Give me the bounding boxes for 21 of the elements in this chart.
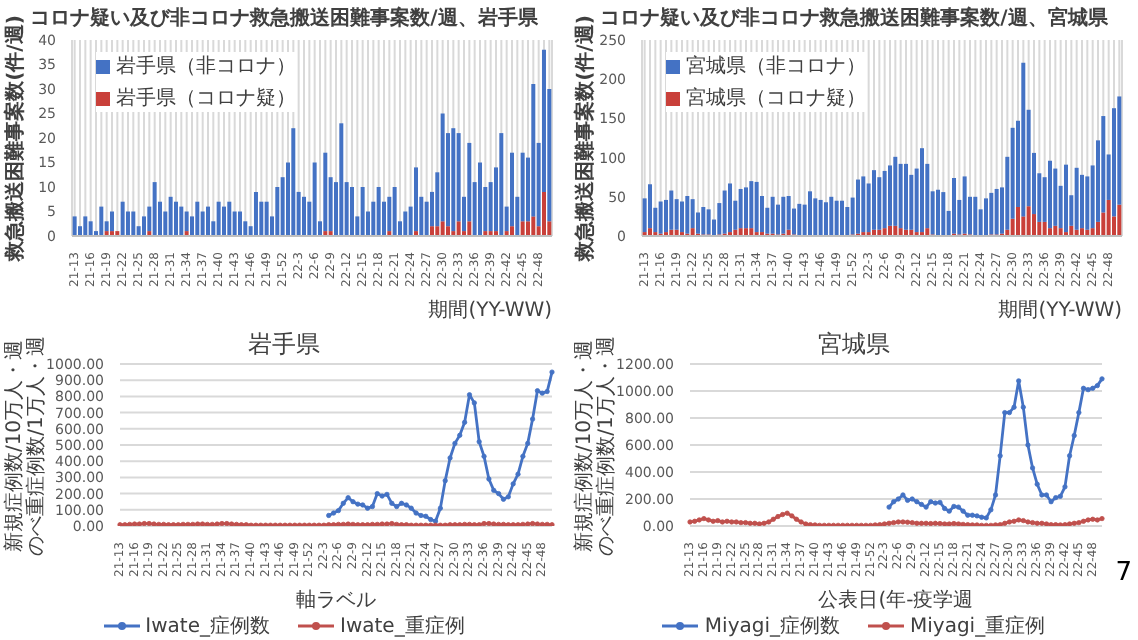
legend-label: Iwate_重症例 xyxy=(340,613,465,640)
y-axis-title: 救急搬送困難事案数(件/週) xyxy=(5,15,27,261)
legend-label: Miyagi_症例数 xyxy=(704,613,840,640)
legend-label: Miyagi_重症例 xyxy=(910,613,1046,640)
x-axis-title: 軸ラベル xyxy=(294,590,378,614)
legend-label: 岩手県（コロナ疑） xyxy=(116,85,296,112)
text: 7 xyxy=(1115,558,1132,588)
y-axis-title: 新規症例数/10万人・週のべ重症例数/1万人・週 xyxy=(4,333,48,557)
chart-title: コロナ疑い及び非コロナ救急搬送困難事案数/週、宮城県 xyxy=(600,8,1108,30)
legend-label: 岩手県（非コロナ） xyxy=(116,53,296,80)
y-axis-title: 新規症例数/10万人・週のべ重症例数/1万人・週 xyxy=(574,333,618,557)
x-axis-title: 期間(YY-WW) xyxy=(428,300,552,324)
x-axis-title: 期間(YY-WW) xyxy=(998,300,1122,324)
legend-label: 宮城県（コロナ疑） xyxy=(686,85,866,112)
legend-label: Iwate_症例数 xyxy=(145,613,270,640)
chart-title: 宮城県 xyxy=(818,330,890,358)
chart-title: 岩手県 xyxy=(248,330,320,358)
legend-label: 宮城県（非コロナ） xyxy=(686,53,866,80)
x-axis-title: 公表日(年-疫学週 xyxy=(816,590,976,614)
chart-title: コロナ疑い及び非コロナ救急搬送困難事案数/週、岩手県 xyxy=(30,8,538,30)
y-axis-title: 救急搬送困難事案数(件/週) xyxy=(575,15,597,261)
